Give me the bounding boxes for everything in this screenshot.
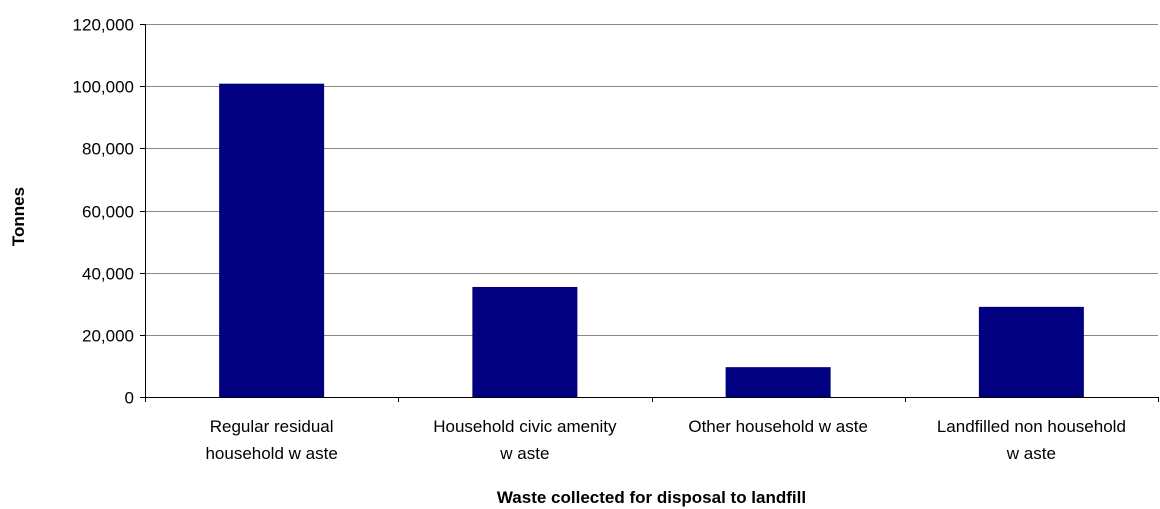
x-category-label: Household civic amenity w aste (433, 417, 617, 463)
bar (472, 286, 578, 397)
y-tick-labels: 0 20,000 40,000 60,000 80,000 100,000 120,000 (73, 16, 134, 408)
y-tick-label: 0 (125, 389, 134, 408)
x-category-labels: Regular residual household w aste Househol… (205, 417, 1125, 463)
bar (978, 306, 1084, 397)
bars (219, 83, 1084, 398)
y-tick-label: 40,000 (82, 265, 134, 284)
y-tick-label: 100,000 (73, 78, 134, 97)
bar (219, 83, 325, 398)
y-tick-label: 80,000 (82, 140, 134, 159)
y-tick-label: 60,000 (82, 203, 134, 222)
y-tick-label: 20,000 (82, 327, 134, 346)
bar (725, 367, 831, 397)
x-category-label: Regular residual household w aste (205, 417, 337, 463)
y-axis-title: Tonnes (9, 187, 28, 246)
x-category-label: Landfilled non household w aste (937, 417, 1126, 463)
y-tick-label: 120,000 (73, 16, 134, 35)
x-axis-title: Waste collected for disposal to landfill (497, 488, 806, 507)
axes (140, 24, 1159, 402)
x-category-label: Other household w aste (688, 417, 868, 436)
